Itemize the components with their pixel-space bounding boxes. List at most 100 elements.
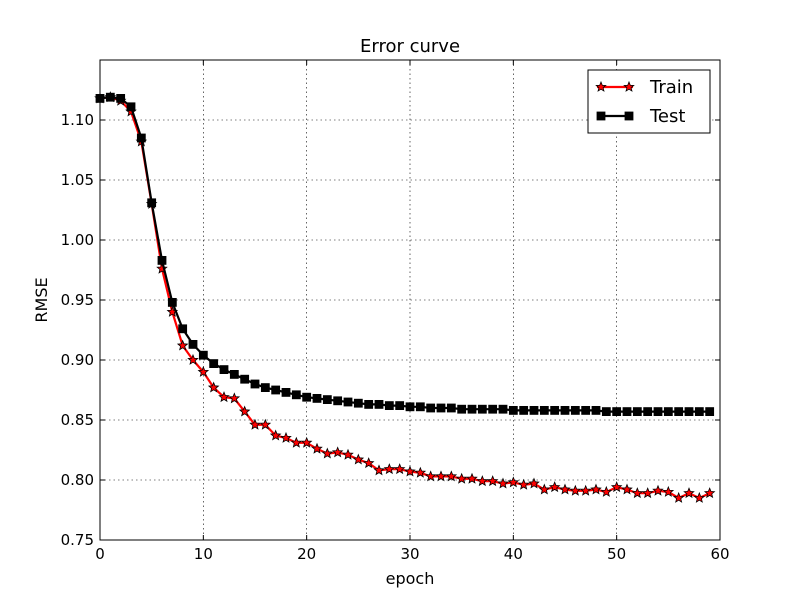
data-point-train [517,478,530,490]
data-point-train [383,463,396,475]
legend-box [587,69,711,134]
data-point-test [477,404,487,414]
data-point-train [455,472,468,484]
data-point-test [539,405,549,415]
data-point-test [643,407,653,417]
legend-entry-test: Test [596,106,685,127]
data-point-test [446,403,456,413]
data-point-train [218,391,230,403]
data-point-test [550,405,560,415]
data-point-test [415,402,425,412]
data-point-test [271,385,281,395]
data-point-train [228,392,241,404]
data-point-test [105,92,115,102]
x-tick-label: 0 [95,545,105,563]
data-point-train [507,476,520,488]
data-point-train [280,431,292,443]
x-tick-label: 60 [710,545,729,563]
legend-label: Test [649,106,685,127]
data-point-train [290,436,303,448]
data-point-train [610,481,623,493]
x-axis-label: epoch [386,569,435,588]
data-point-test [591,405,601,415]
data-point-test [529,405,539,415]
data-point-test [663,407,673,417]
data-point-train [486,475,499,487]
data-point-test [519,405,529,415]
legend-entries: Train Test [595,77,693,127]
legend: Train Test [587,69,711,134]
y-tick-label: 1.05 [61,171,94,189]
data-point-test [250,379,260,389]
legend-marker [595,80,607,92]
data-point-train [476,475,489,487]
data-point-train [559,483,571,495]
data-point-train [631,487,644,499]
data-point-test [167,297,177,307]
data-point-train [156,262,168,274]
data-point-train [672,491,685,503]
data-point-train [703,487,716,499]
data-point-test [384,401,394,411]
data-point-test [705,407,715,417]
data-point-train [579,484,592,496]
data-point-test [684,407,694,417]
data-point-test [302,392,312,402]
data-point-test [395,401,405,411]
data-point-train [445,470,458,482]
data-point-train [621,483,633,495]
data-point-test [188,339,198,349]
data-point-test [498,404,508,414]
data-point-train [652,484,664,496]
data-point-test [209,359,219,369]
data-point-test [426,403,436,413]
data-point-train [600,485,613,497]
data-point-test [322,395,332,405]
data-point-test [570,405,580,415]
data-point-train [342,448,354,460]
data-point-train [693,491,706,503]
data-point-test [581,405,591,415]
data-point-test [601,407,611,417]
data-point-train [197,365,210,377]
data-point-test [240,374,250,384]
data-point-test [467,404,477,414]
data-point-train [393,463,406,475]
data-point-test [632,407,642,417]
data-point-train [466,472,478,484]
y-tick-label: 1.10 [61,111,94,129]
data-point-train [538,483,551,495]
data-point-test [560,405,570,415]
data-point-test [229,369,239,379]
y-axis-label: RMSE [32,277,51,322]
data-point-train [373,464,385,476]
series-layer [94,91,716,503]
data-point-test [312,393,322,403]
data-point-train [176,339,189,351]
data-point-test [343,397,353,407]
legend-label: Train [649,77,693,98]
data-point-test [260,383,270,393]
data-point-test [674,407,684,417]
data-point-train [187,353,199,365]
data-point-train [590,483,602,495]
series-test [95,92,715,417]
data-point-test [198,350,208,360]
axis-ticks [99,60,721,541]
data-point-test [457,404,467,414]
data-point-train [548,481,561,493]
legend-entry-train: Train [595,77,693,98]
data-point-train [238,405,251,417]
data-point-train [662,485,675,497]
data-point-test [291,390,301,400]
data-point-train [269,429,282,441]
data-point-train [569,484,582,496]
x-tick-label: 40 [504,545,523,563]
data-point-train [249,418,261,430]
data-point-train [641,487,654,499]
data-point-test [653,407,663,417]
data-point-test [405,402,415,412]
data-point-train [331,446,344,458]
data-point-test [147,198,157,208]
